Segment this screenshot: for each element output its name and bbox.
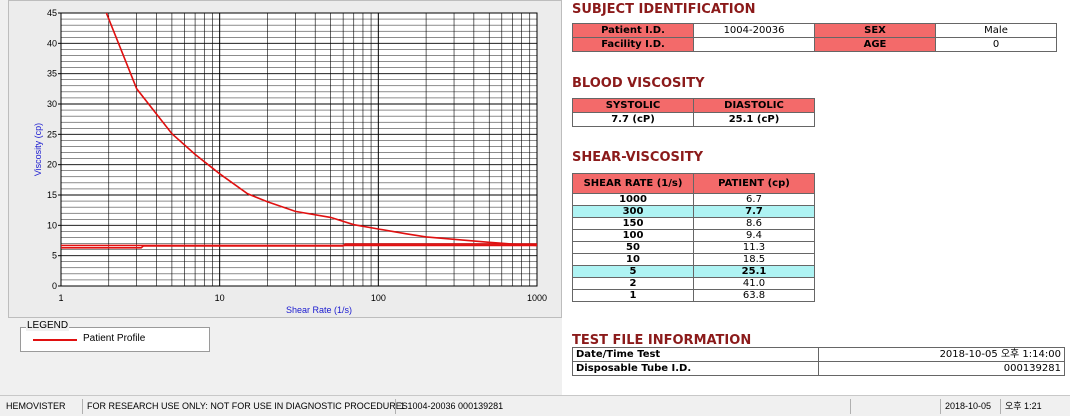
status-time: 오후 1:21	[1000, 399, 1042, 414]
subject-heading: SUBJECT IDENTIFICATION	[572, 2, 756, 17]
y-tick-label: 5	[52, 251, 57, 261]
shear-rate-cell: 1	[572, 289, 694, 302]
systolic-label: SYSTOLIC	[572, 98, 694, 113]
y-tick-label: 30	[47, 99, 57, 109]
y-tick-label: 40	[47, 38, 57, 48]
patient-column-header: PATIENT (cp)	[693, 173, 815, 194]
x-tick-label: 100	[371, 293, 386, 303]
shear-rate-cell: 50	[572, 241, 694, 254]
shear-rate-cell: 300	[572, 205, 694, 218]
status-empty-panel	[850, 399, 935, 414]
y-tick-label: 45	[47, 8, 57, 18]
legend-title: LEGEND	[26, 320, 70, 331]
facility-id-value	[693, 37, 815, 52]
sex-label: SEX	[814, 23, 936, 38]
shear-rate-cell: 1000	[572, 193, 694, 206]
age-label: AGE	[814, 37, 936, 52]
y-tick-label: 15	[47, 190, 57, 200]
x-tick-label: 1000	[527, 293, 547, 303]
patient-value-cell: 8.6	[693, 217, 815, 230]
shear-row: 10 18.5	[572, 253, 815, 266]
blood-viscosity-table: SYSTOLIC DIASTOLIC 7.7 (cP) 25.1 (cP)	[572, 98, 815, 127]
datetime-label: Date/Time Test	[572, 347, 819, 362]
y-tick-label: 0	[52, 281, 57, 291]
shear-rate-column-header: SHEAR RATE (1/s)	[572, 173, 694, 194]
y-tick-label: 20	[47, 160, 57, 170]
patient-profile-line	[105, 13, 537, 247]
diastolic-value: 25.1 (cP)	[693, 112, 815, 127]
shear-row: 5 25.1	[572, 265, 815, 278]
y-tick-label: 35	[47, 69, 57, 79]
shear-viscosity-heading: SHEAR-VISCOSITY	[572, 150, 703, 165]
viscosity-chart: 0 5 10 15 20 25 30 35 40 45 1 10 100 1000 Shear Rate (…	[8, 0, 562, 318]
shear-viscosity-table: SHEAR RATE (1/s) PATIENT (cp) 1000 6.7 300…	[572, 173, 815, 302]
test-file-heading: TEST FILE INFORMATION	[572, 333, 752, 348]
diastolic-label: DIASTOLIC	[693, 98, 815, 113]
legend-label: Patient Profile	[83, 333, 146, 344]
plot-area	[60, 12, 538, 287]
patient-id-value: 1004-20036	[693, 23, 815, 38]
x-axis-label: Shear Rate (1/s)	[286, 305, 352, 315]
status-app-name: HEMOVISTER	[6, 401, 66, 411]
patient-value-cell: 7.7	[693, 205, 815, 218]
y-tick-label: 25	[47, 129, 57, 139]
tube-id-value: 000139281	[818, 361, 1065, 376]
shear-rate-cell: 10	[572, 253, 694, 266]
patient-value-cell: 18.5	[693, 253, 815, 266]
patient-value-cell: 11.3	[693, 241, 815, 254]
age-value: 0	[935, 37, 1057, 52]
shear-row: 150 8.6	[572, 217, 815, 230]
patient-value-cell: 41.0	[693, 277, 815, 290]
y-axis-label: Viscosity (cp)	[33, 123, 43, 176]
sex-value: Male	[935, 23, 1057, 38]
shear-rate-cell: 2	[572, 277, 694, 290]
patient-value-cell: 25.1	[693, 265, 815, 278]
legend-line-swatch	[33, 339, 77, 341]
status-date: 2018-10-05	[940, 399, 991, 414]
shear-row: 1000 6.7	[572, 193, 815, 206]
x-tick-label: 10	[215, 293, 225, 303]
legend-box: LEGEND Patient Profile	[20, 320, 210, 352]
patient-value-cell: 63.8	[693, 289, 815, 302]
tube-id-label: Disposable Tube I.D.	[572, 361, 819, 376]
shear-row: 1 63.8	[572, 289, 815, 302]
shear-rate-cell: 150	[572, 217, 694, 230]
shear-rate-cell: 100	[572, 229, 694, 242]
systolic-value: 7.7 (cP)	[572, 112, 694, 127]
shear-row: 100 9.4	[572, 229, 815, 242]
shear-table-body: 1000 6.7 300 7.7 150 8.6 100 9.4 50 11.3 10 18.5 5 25…	[572, 193, 815, 302]
viscosity-chart-svg: 0 5 10 15 20 25 30 35 40 45 1 10 100 1000 Shear Rate (…	[33, 8, 547, 315]
status-bar: HEMOVISTER FOR RESEARCH USE ONLY: NOT FO…	[0, 395, 1070, 416]
test-file-table: Date/Time Test 2018-10-05 오후 1:14:00 Dis…	[572, 347, 1065, 376]
facility-id-label: Facility I.D.	[572, 37, 694, 52]
x-tick-label: 1	[58, 293, 63, 303]
status-record: 1 1004-20036 000139281	[395, 399, 503, 414]
y-tick-label: 10	[47, 220, 57, 230]
patient-id-label: Patient I.D.	[572, 23, 694, 38]
blood-viscosity-heading: BLOOD VISCOSITY	[572, 76, 705, 91]
shear-rate-cell: 5	[572, 265, 694, 278]
datetime-value: 2018-10-05 오후 1:14:00	[818, 347, 1065, 362]
patient-value-cell: 9.4	[693, 229, 815, 242]
shear-row: 50 11.3	[572, 241, 815, 254]
report-panel: SUBJECT IDENTIFICATION Patient I.D. 1004…	[562, 0, 1070, 395]
patient-value-cell: 6.7	[693, 193, 815, 206]
subject-table: Patient I.D. 1004-20036 SEX Male Facilit…	[572, 23, 1057, 52]
shear-row: 2 41.0	[572, 277, 815, 290]
status-notice: FOR RESEARCH USE ONLY: NOT FOR USE IN DI…	[82, 399, 408, 414]
shear-row: 300 7.7	[572, 205, 815, 218]
